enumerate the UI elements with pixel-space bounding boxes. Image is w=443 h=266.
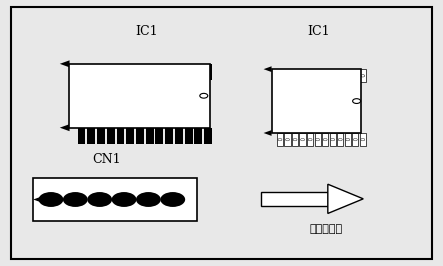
- Circle shape: [346, 139, 350, 141]
- Text: IC1: IC1: [135, 26, 158, 38]
- Bar: [345, 133, 351, 146]
- Bar: [185, 64, 193, 80]
- Bar: [146, 64, 154, 80]
- Circle shape: [331, 139, 334, 141]
- Circle shape: [160, 192, 185, 207]
- Bar: [78, 128, 85, 144]
- Bar: [292, 69, 298, 82]
- Circle shape: [323, 139, 327, 141]
- Bar: [277, 69, 283, 82]
- Bar: [175, 128, 183, 144]
- Bar: [107, 64, 115, 80]
- Bar: [155, 128, 163, 144]
- Bar: [136, 128, 144, 144]
- Polygon shape: [60, 124, 70, 131]
- Circle shape: [136, 192, 161, 207]
- Bar: [307, 133, 313, 146]
- Bar: [87, 128, 95, 144]
- Bar: [117, 64, 124, 80]
- Polygon shape: [33, 195, 46, 204]
- Bar: [136, 64, 144, 80]
- Bar: [165, 128, 173, 144]
- Bar: [315, 69, 321, 82]
- Bar: [194, 64, 202, 80]
- Bar: [284, 69, 291, 82]
- Circle shape: [316, 75, 319, 77]
- Circle shape: [286, 75, 289, 77]
- Circle shape: [301, 75, 304, 77]
- Bar: [78, 64, 85, 80]
- Bar: [117, 128, 124, 144]
- Text: IC1: IC1: [307, 26, 330, 38]
- Bar: [204, 128, 212, 144]
- Circle shape: [308, 139, 312, 141]
- Bar: [277, 133, 283, 146]
- Bar: [97, 128, 105, 144]
- Bar: [352, 69, 358, 82]
- Polygon shape: [264, 130, 272, 136]
- Circle shape: [361, 75, 365, 77]
- Polygon shape: [60, 60, 70, 67]
- Bar: [299, 69, 306, 82]
- Circle shape: [338, 75, 342, 77]
- Circle shape: [301, 139, 304, 141]
- Bar: [155, 64, 163, 80]
- Bar: [307, 69, 313, 82]
- Bar: [322, 133, 328, 146]
- Bar: [204, 64, 212, 80]
- Bar: [33, 178, 197, 221]
- Circle shape: [63, 192, 88, 207]
- Bar: [272, 69, 361, 133]
- Bar: [175, 64, 183, 80]
- Bar: [352, 133, 358, 146]
- Bar: [126, 128, 134, 144]
- Circle shape: [353, 99, 361, 103]
- Bar: [69, 64, 210, 128]
- Circle shape: [87, 192, 112, 207]
- Circle shape: [112, 192, 136, 207]
- Bar: [126, 64, 134, 80]
- Bar: [299, 133, 306, 146]
- Bar: [87, 64, 95, 80]
- Bar: [284, 133, 291, 146]
- Bar: [345, 69, 351, 82]
- Circle shape: [200, 93, 208, 98]
- Bar: [337, 69, 343, 82]
- Circle shape: [361, 139, 365, 141]
- Circle shape: [338, 139, 342, 141]
- Circle shape: [39, 192, 63, 207]
- Bar: [261, 192, 328, 206]
- Circle shape: [354, 139, 357, 141]
- Bar: [107, 128, 115, 144]
- Bar: [360, 69, 366, 82]
- Bar: [97, 64, 105, 80]
- Circle shape: [323, 75, 327, 77]
- Circle shape: [308, 75, 312, 77]
- Polygon shape: [328, 184, 363, 213]
- Text: CN1: CN1: [92, 153, 120, 166]
- Bar: [194, 128, 202, 144]
- Circle shape: [331, 75, 334, 77]
- Bar: [292, 133, 298, 146]
- Bar: [360, 133, 366, 146]
- Text: 过波峰方向: 过波峰方向: [309, 224, 342, 234]
- Circle shape: [293, 75, 297, 77]
- Bar: [315, 133, 321, 146]
- Circle shape: [286, 139, 289, 141]
- Circle shape: [293, 139, 297, 141]
- Circle shape: [278, 75, 282, 77]
- Bar: [146, 128, 154, 144]
- Bar: [330, 69, 336, 82]
- Circle shape: [316, 139, 319, 141]
- Bar: [330, 133, 336, 146]
- Bar: [165, 64, 173, 80]
- Polygon shape: [264, 66, 272, 72]
- Circle shape: [278, 139, 282, 141]
- Circle shape: [346, 75, 350, 77]
- Bar: [185, 128, 193, 144]
- Bar: [337, 133, 343, 146]
- Circle shape: [354, 75, 357, 77]
- Bar: [322, 69, 328, 82]
